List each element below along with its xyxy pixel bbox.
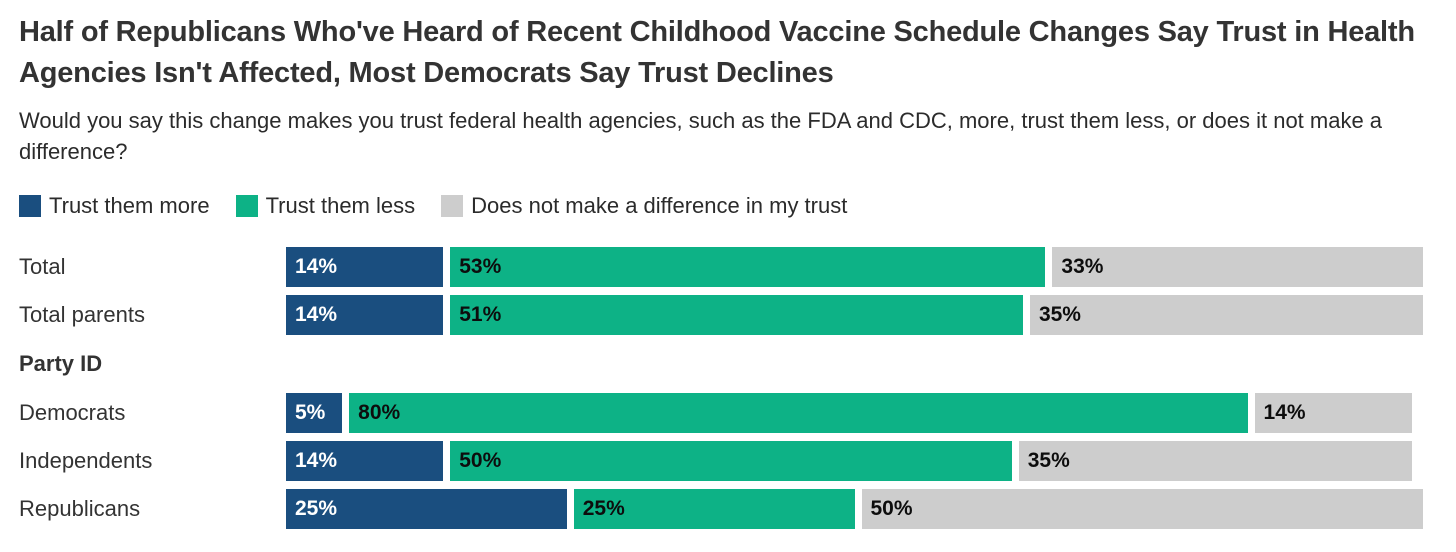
bar-segment-no-difference: 33% [1052,247,1423,288]
legend-label-trust-less: Trust them less [265,193,416,219]
section-header-row: Party ID [19,343,1423,385]
bar-segment-trust-more: 14% [286,247,444,288]
bar-row-democrats: Democrats 5% 80% 14% [19,393,1423,434]
bar-segment-trust-less: 80% [349,393,1248,434]
legend-item-no-difference: Does not make a difference in my trust [441,193,847,219]
bar-segment-trust-more: 14% [286,441,444,482]
bar-segment-trust-more: 5% [286,393,343,434]
bar-value-label: 14% [295,255,338,279]
row-label-republicans: Republicans [19,496,141,522]
bar-value-label: 25% [582,497,625,521]
bar-track-republicans: 25% 25% 50% [286,489,1423,530]
bar-row-total-parents: Total parents 14% 51% 35% [19,295,1423,336]
bar-value-label: 80% [358,401,401,425]
bar-value-label: 35% [1027,449,1070,473]
bar-segment-trust-less: 53% [450,247,1046,288]
bar-track-independents: 14% 50% 35% [286,441,1423,482]
bar-row-total: Total 14% 53% 33% [19,247,1423,288]
bar-value-label: 14% [295,303,338,327]
bar-track-democrats: 5% 80% 14% [286,393,1423,434]
bar-segment-trust-less: 50% [450,441,1012,482]
bar-value-label: 35% [1038,303,1081,327]
bar-segment-no-difference: 35% [1018,441,1412,482]
bar-segment-no-difference: 50% [861,489,1423,530]
row-label-independents: Independents [19,448,153,474]
bar-segment-trust-more: 25% [286,489,567,530]
chart-subtitle: Would you say this change makes you trus… [19,108,1383,164]
bar-value-label: 14% [295,449,338,473]
legend-swatch-no-difference-icon [441,195,464,218]
bar-segment-no-difference: 35% [1029,295,1423,336]
bar-track-total: 14% 53% 33% [286,247,1423,288]
bar-value-label: 53% [459,255,502,279]
legend-item-trust-less: Trust them less [235,193,416,219]
bar-row-independents: Independents 14% 50% 35% [19,441,1423,482]
bar-segment-trust-more: 14% [286,295,444,336]
legend-label-no-difference: Does not make a difference in my trust [471,193,848,219]
section-header-party-id: Party ID [19,351,103,377]
bar-value-label: 33% [1061,255,1104,279]
row-label-total-parents: Total parents [19,302,145,328]
bar-value-label: 14% [1263,401,1306,425]
bar-track-total-parents: 14% 51% 35% [286,295,1423,336]
bar-value-label: 50% [870,497,913,521]
legend-item-trust-more: Trust them more [19,193,210,219]
bar-value-label: 50% [459,449,502,473]
row-label-democrats: Democrats [19,400,126,426]
bar-value-label: 25% [295,497,338,521]
legend-swatch-trust-more-icon [19,195,41,218]
bar-segment-trust-less: 51% [450,295,1023,336]
bar-row-republicans: Republicans 25% 25% 50% [19,489,1423,530]
bar-value-label: 51% [459,303,502,327]
legend-label-trust-more: Trust them more [49,193,210,219]
bar-segment-trust-less: 25% [573,489,855,530]
legend: Trust them more Trust them less Does not… [19,193,1423,219]
bar-value-label: 5% [295,401,326,425]
legend-swatch-trust-less-icon [235,195,258,218]
bar-chart: Total 14% 53% 33% Total parents 14% 51% … [19,247,1423,530]
row-label-total: Total [19,254,66,280]
bar-segment-no-difference: 14% [1254,393,1412,434]
chart-title: Half of Republicans Who've Heard of Rece… [19,16,1415,90]
